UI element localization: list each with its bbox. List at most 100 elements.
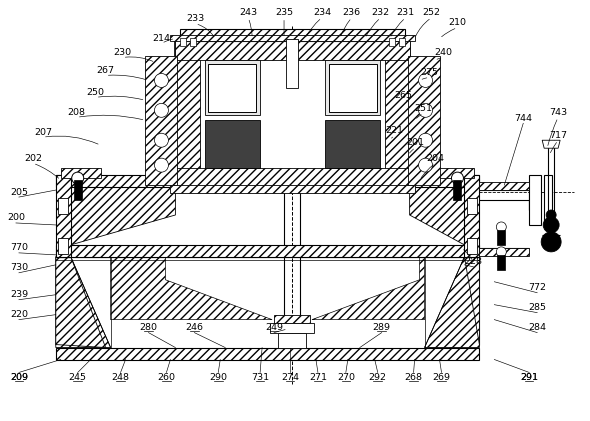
Text: 250: 250 [87,88,104,97]
Circle shape [155,158,168,172]
Text: 209: 209 [10,373,28,382]
Bar [208,64,256,112]
Bar [408,56,440,185]
Bar [175,39,409,190]
Polygon shape [71,187,175,245]
Bar [399,37,405,45]
Text: 243: 243 [239,8,257,17]
Bar [497,255,505,270]
Bar [497,230,505,245]
Bar [480,248,529,256]
Text: 207: 207 [34,128,52,137]
Bar [435,168,474,178]
Circle shape [418,103,432,117]
Bar [175,168,409,190]
Bar [56,175,480,187]
Bar [385,39,409,190]
Bar [181,37,186,45]
Text: 252: 252 [422,8,441,17]
Text: 236: 236 [343,8,361,17]
Bar [274,314,310,322]
Polygon shape [430,257,480,348]
Bar [61,168,101,178]
Text: 209: 209 [10,373,28,382]
Text: 270: 270 [337,373,355,382]
Bar [171,35,415,40]
Polygon shape [56,257,106,348]
Text: 265: 265 [395,91,412,100]
Polygon shape [409,187,464,245]
Bar [329,64,377,112]
Circle shape [546,210,556,220]
Bar [56,245,480,257]
Bar [529,175,541,225]
Bar [58,238,68,254]
Text: 289: 289 [373,323,391,332]
Text: 260: 260 [158,373,175,382]
Text: 772: 772 [528,283,546,292]
Bar [480,182,529,190]
Text: 290: 290 [209,373,227,382]
Bar [325,120,380,168]
Polygon shape [425,257,480,348]
Text: 231: 231 [396,8,415,17]
Bar [191,37,196,45]
Text: 291: 291 [520,373,538,382]
Circle shape [418,133,432,147]
Bar [467,238,477,254]
Bar [175,39,409,61]
Bar [205,120,260,168]
Text: 285: 285 [528,303,546,312]
Text: 246: 246 [185,323,204,332]
Text: 268: 268 [405,373,422,382]
Text: 221: 221 [386,126,404,135]
Circle shape [541,232,561,252]
Bar [389,37,395,45]
Text: 248: 248 [112,373,130,382]
Text: 267: 267 [97,66,114,75]
Text: 249: 249 [265,323,283,332]
Text: 210: 210 [448,18,467,27]
Text: 235: 235 [275,8,293,17]
Text: 280: 280 [139,323,158,332]
Bar [74,180,81,200]
Text: 275: 275 [421,68,438,77]
Text: 220: 220 [10,310,28,319]
Text: 205: 205 [10,188,28,197]
Text: 251: 251 [415,104,432,113]
Text: 245: 245 [68,373,87,382]
Bar [467,198,477,214]
Bar [454,180,461,200]
Bar [205,61,260,115]
Circle shape [496,247,506,257]
Text: 208: 208 [68,108,86,117]
Text: 743: 743 [549,108,567,117]
Text: 230: 230 [113,48,132,57]
Bar [544,175,552,225]
Polygon shape [312,257,425,320]
Text: 204: 204 [427,154,444,163]
Text: 239: 239 [10,290,28,299]
Bar [286,39,298,88]
Text: 770: 770 [10,243,28,252]
Circle shape [155,103,168,117]
Text: 201: 201 [407,138,425,147]
Circle shape [155,133,168,147]
Bar [56,175,71,257]
Text: 240: 240 [434,48,453,57]
Bar [325,61,380,115]
Bar [58,198,68,214]
Bar [175,39,201,190]
Bar [464,175,480,257]
Text: 291: 291 [520,373,538,382]
Text: 292: 292 [369,373,386,382]
Circle shape [451,172,463,184]
Bar [56,348,480,360]
Bar [171,185,415,193]
Circle shape [496,222,506,232]
Bar [181,29,405,40]
Text: 731: 731 [251,373,269,382]
Text: 214: 214 [152,34,171,43]
Polygon shape [542,140,560,148]
Text: 717: 717 [549,131,567,140]
